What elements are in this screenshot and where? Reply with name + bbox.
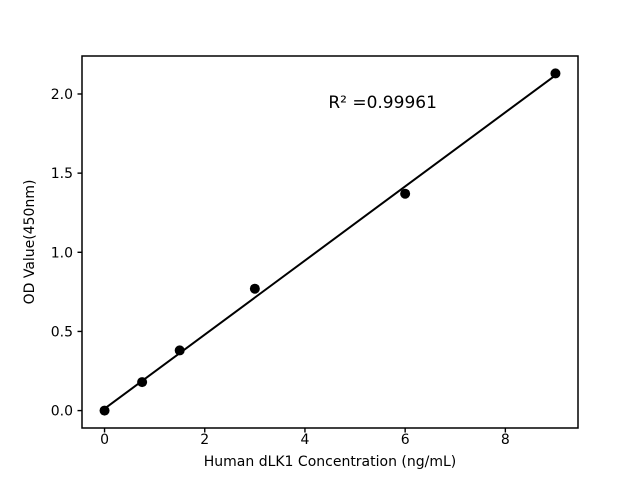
y-axis-label: OD Value(450nm) (22, 180, 38, 305)
x-axis-label: Human dLK1 Concentration (ng/mL) (204, 454, 457, 470)
y-tick-label: 0.0 (51, 404, 73, 420)
data-point (400, 188, 411, 199)
x-tick-label: 2 (200, 432, 209, 448)
plot-border (81, 55, 579, 429)
data-point (174, 345, 185, 356)
x-tick-label: 8 (501, 432, 510, 448)
data-point (249, 283, 260, 294)
data-point (137, 377, 148, 388)
data-point (99, 405, 110, 416)
axes-ticks-layer: 0 2 4 6 8 0.0 0.5 1.0 1.5 2.0 (51, 87, 510, 448)
y-tick-label: 2.0 (51, 87, 73, 103)
x-tick-label: 0 (100, 432, 109, 448)
x-tick-label: 6 (401, 432, 410, 448)
y-tick-label: 0.5 (51, 324, 73, 340)
y-tick-label: 1.5 (51, 166, 73, 182)
r-squared-annotation: R² =0.99961 (328, 93, 437, 113)
y-tick-label: 1.0 (51, 245, 73, 261)
data-point (550, 68, 561, 79)
series-layer (99, 68, 561, 416)
x-tick-label: 4 (300, 432, 309, 448)
